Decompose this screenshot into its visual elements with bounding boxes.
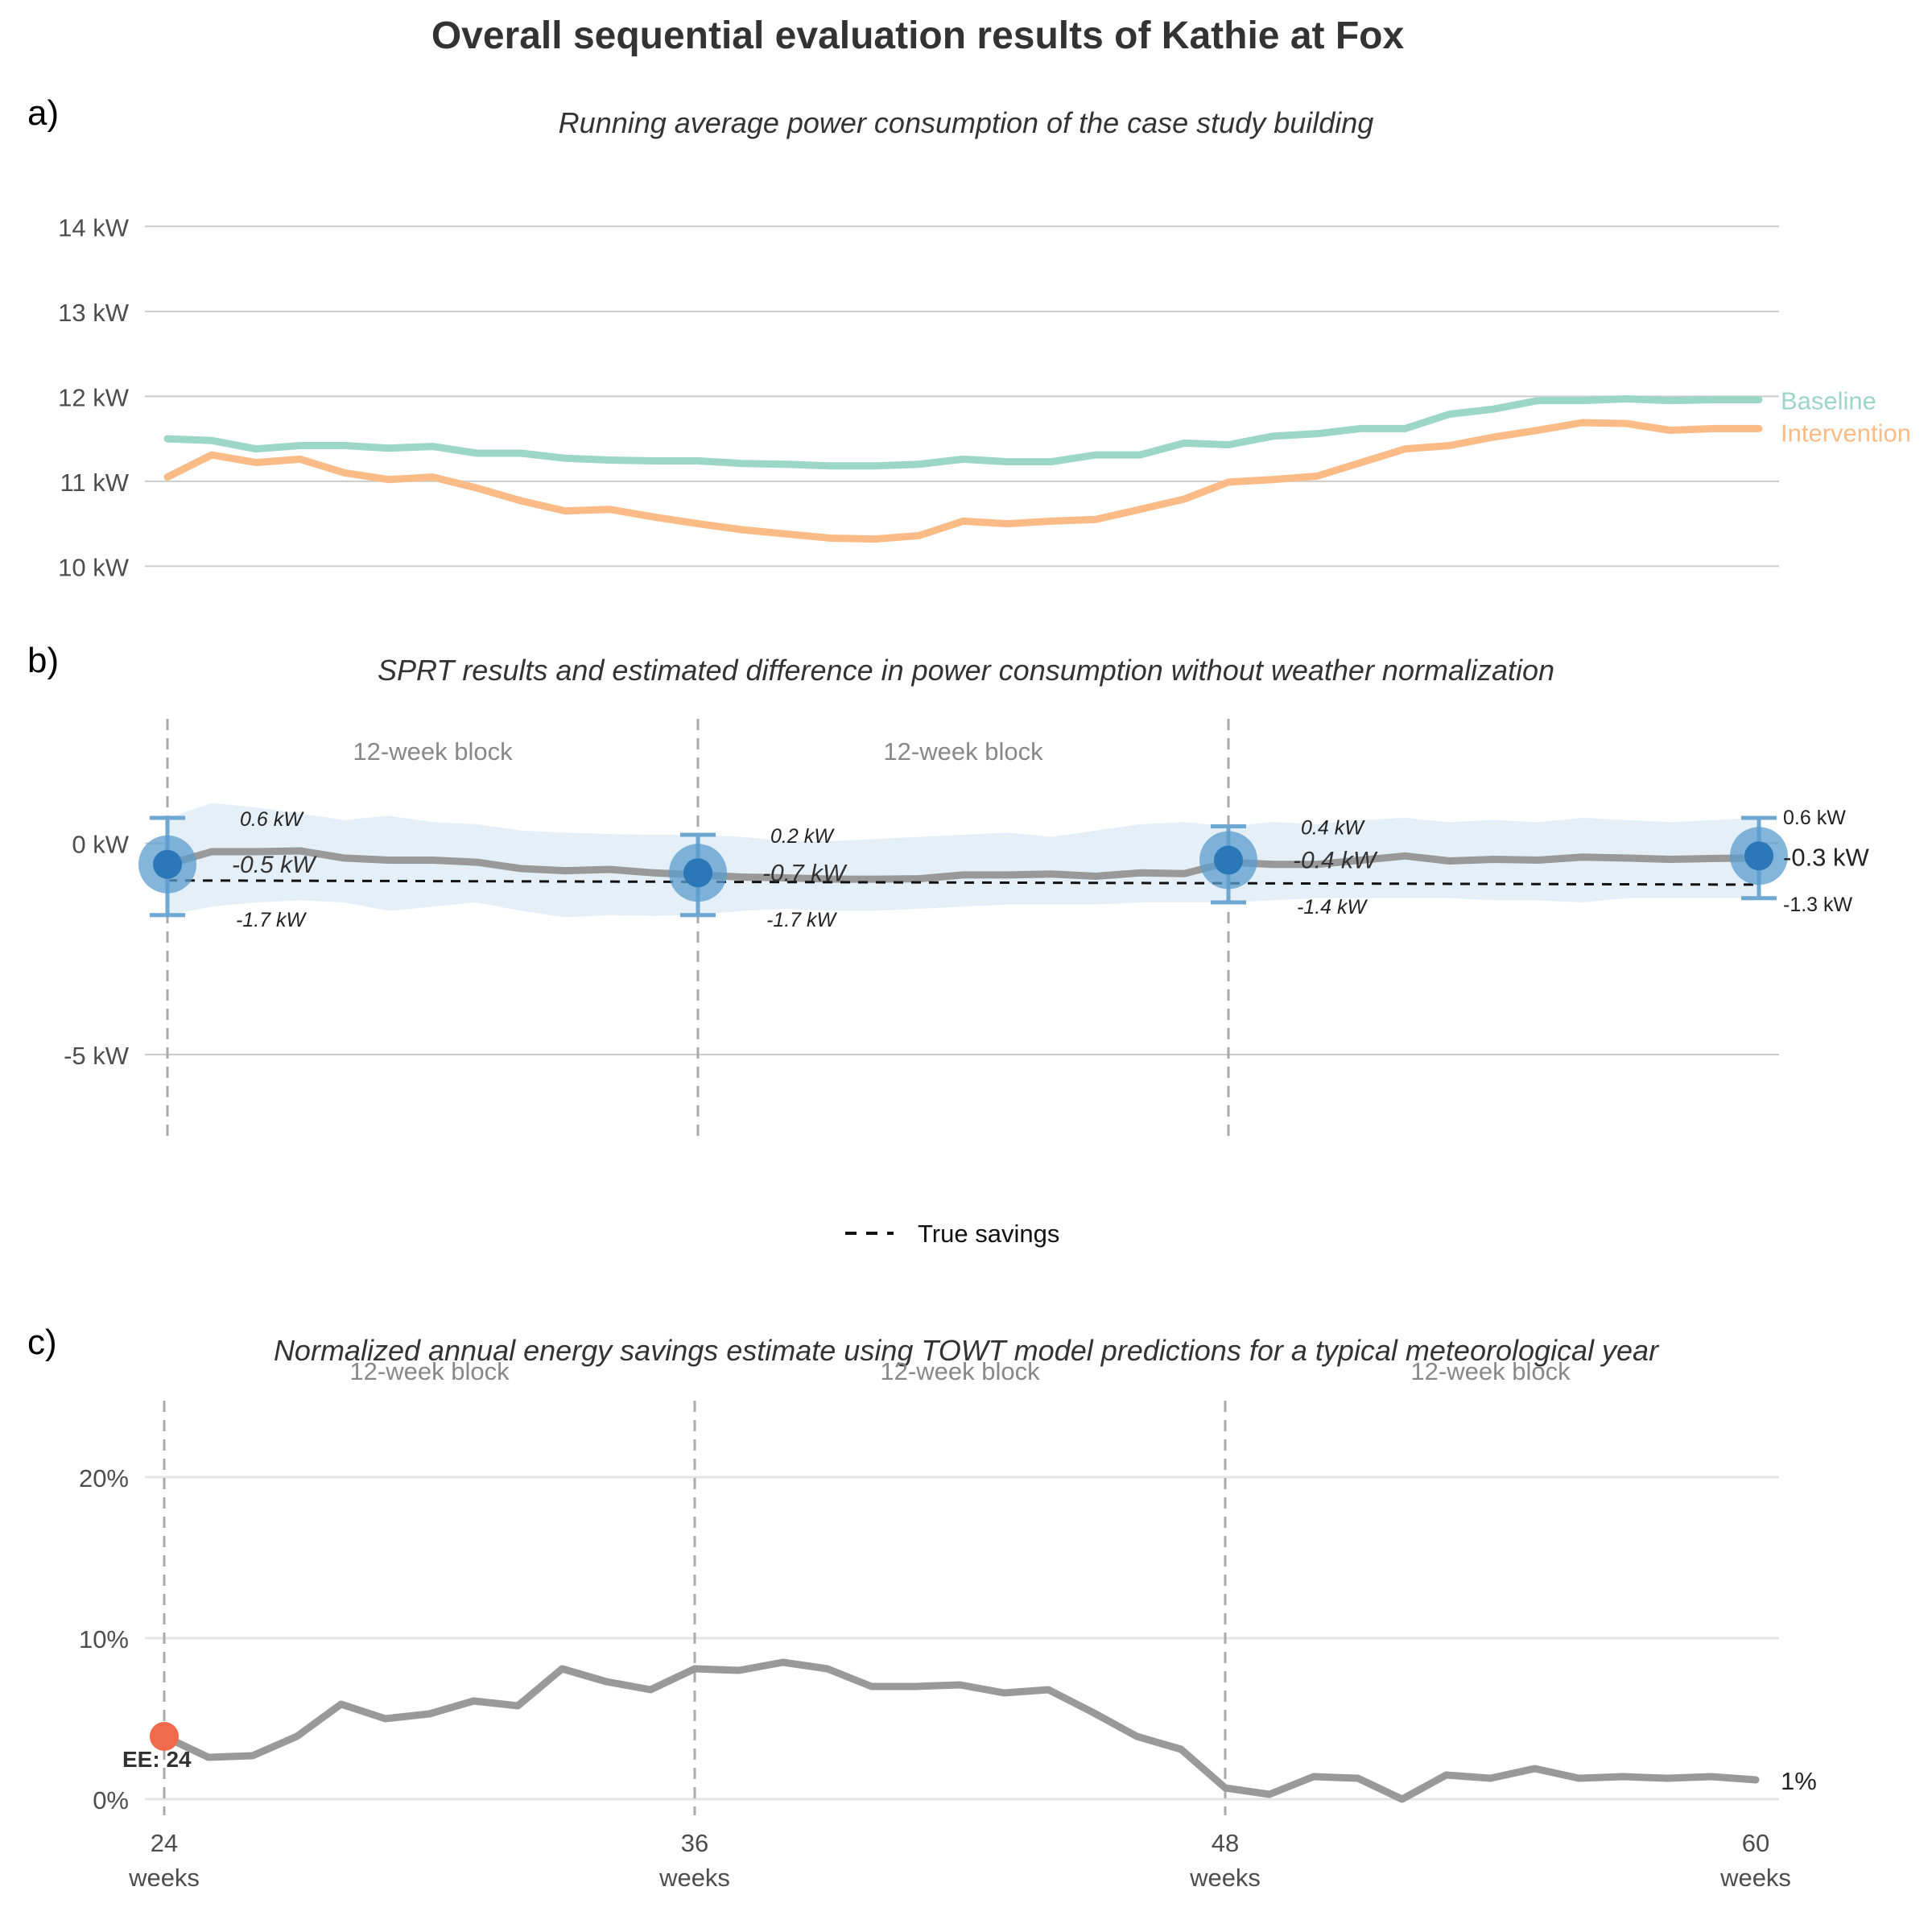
x-tick-unit-24: weeks (128, 1864, 200, 1892)
estimate-line (163, 847, 1763, 883)
ee-point (150, 1722, 179, 1751)
panel-b-confidence-ribbon (167, 803, 1759, 918)
end-value-label: 1% (1781, 1767, 1817, 1795)
panel-c-title: Normalized annual energy savings estimat… (274, 1334, 1660, 1367)
x-tick-36: 36 (681, 1829, 708, 1857)
sprt-lower-label-48: -1.4 kW (1297, 896, 1368, 919)
panel-c-block-labels: 12-week block 12-week block 12-week block (349, 1357, 1571, 1385)
block-label-b-2: 12-week block (883, 737, 1043, 766)
x-tick-unit-60: weeks (1719, 1864, 1791, 1892)
series-line-intervention (163, 419, 1763, 543)
panel-b-legend: True savings (845, 1220, 1059, 1248)
panel-b-block-labels: 12-week block 12-week block (353, 737, 1043, 766)
sprt-estimate-label-60: -0.3 kW (1783, 843, 1870, 871)
series-label-baseline: Baseline (1781, 387, 1876, 415)
y-tick-a-12: 12 kW (58, 383, 130, 411)
block-label-c-3: 12-week block (1410, 1357, 1571, 1385)
panel-a-tag: a) (27, 93, 59, 133)
sprt-point-group-48: 0.4 kW -0.4 kW -1.4 kW (1199, 817, 1378, 919)
y-tick-c-10: 10% (79, 1625, 129, 1653)
panel-a-y-tick-labels: 10 kW 11 kW 12 kW 13 kW 14 kW (58, 213, 130, 581)
panel-c-block-dividers (163, 1401, 1227, 1815)
panel-a-series-lines (163, 395, 1763, 543)
panel-c: c) Normalized annual energy savings esti… (27, 1323, 1817, 1892)
sprt-estimate-label-36: -0.7 kW (762, 860, 848, 886)
x-tick-unit-48: weeks (1189, 1864, 1261, 1892)
sprt-upper-label-24: 0.6 kW (240, 808, 304, 831)
panel-a: a) Running average power consumption of … (27, 93, 1911, 581)
panel-b-y-tick-labels: 0 kW -5 kW (64, 831, 130, 1071)
panel-c-tag: c) (27, 1323, 57, 1362)
series-label-intervention: Intervention (1781, 419, 1911, 447)
y-tick-a-13: 13 kW (58, 299, 130, 327)
block-label-b-1: 12-week block (353, 737, 513, 766)
x-tick-unit-36: weeks (658, 1864, 730, 1892)
y-tick-c-20: 20% (79, 1464, 129, 1492)
panel-b-estimate-line (163, 847, 1763, 883)
panel-c-savings-line (160, 1658, 1760, 1803)
sprt-lower-label-36: -1.7 kW (766, 909, 838, 931)
y-tick-a-14: 14 kW (58, 213, 130, 242)
x-tick-24: 24 (151, 1829, 178, 1857)
sprt-point-60 (1744, 841, 1773, 871)
sprt-estimate-label-24: -0.5 kW (232, 852, 317, 878)
block-label-c-2: 12-week block (880, 1357, 1040, 1385)
sprt-point-36 (683, 858, 712, 888)
y-tick-c-0: 0% (93, 1786, 129, 1814)
panel-c-gridlines (145, 1476, 1779, 1801)
panel-a-title: Running average power consumption of the… (559, 106, 1374, 139)
sprt-point-48 (1214, 845, 1243, 875)
panel-b-block-dividers (166, 719, 1230, 1139)
sprt-estimate-label-48: -0.4 kW (1293, 848, 1378, 874)
sprt-upper-label-48: 0.4 kW (1301, 817, 1365, 840)
panel-a-gridlines (145, 225, 1779, 568)
sprt-lower-label-24: -1.7 kW (236, 909, 308, 931)
panel-c-y-tick-labels: 0% 10% 20% (79, 1464, 129, 1814)
panel-c-end-label: 1% (1781, 1767, 1817, 1795)
sprt-point-24 (153, 849, 182, 879)
legend-label-true-savings: True savings (918, 1220, 1059, 1248)
panel-b-tag: b) (27, 641, 59, 680)
sprt-point-group-24: 0.6 kW -0.5 kW -1.7 kW (138, 808, 317, 931)
sprt-point-group-36: 0.2 kW -0.7 kW -1.7 kW (669, 825, 848, 931)
y-tick-b--5: -5 kW (64, 1042, 130, 1070)
series-line-baseline (163, 395, 1763, 470)
y-tick-a-10: 10 kW (58, 553, 130, 581)
y-tick-b-0: 0 kW (72, 831, 129, 859)
sprt-upper-label-60: 0.6 kW (1783, 807, 1846, 829)
sprt-point-group-60: 0.6 kW -0.3 kW -1.3 kW (1730, 807, 1870, 916)
sprt-upper-label-36: 0.2 kW (770, 825, 835, 848)
block-label-c-1: 12-week block (349, 1357, 510, 1385)
panel-c-ee-marker: EE: 24 (122, 1722, 192, 1772)
x-tick-48: 48 (1212, 1829, 1239, 1857)
figure-title: Overall sequential evaluation results of… (431, 14, 1405, 57)
y-tick-a-11: 11 kW (60, 469, 129, 497)
x-tick-60: 60 (1742, 1829, 1769, 1857)
panel-b-title: SPRT results and estimated difference in… (378, 654, 1554, 687)
panel-c-x-tick-labels: 24 weeks 36 weeks 48 weeks 60 weeks (128, 1829, 1791, 1892)
panel-a-series-labels: Baseline Intervention (1781, 387, 1911, 448)
confidence-ribbon (167, 803, 1759, 918)
sprt-lower-label-60: -1.3 kW (1783, 894, 1853, 916)
savings-line (160, 1658, 1760, 1803)
panel-b: b) SPRT results and estimated difference… (27, 641, 1870, 1248)
ee-label: EE: 24 (122, 1747, 192, 1772)
panel-b-sprt-points: 0.6 kW -0.5 kW -1.7 kW 0.2 kW -0.7 kW -1.7 kW… (138, 807, 1870, 931)
